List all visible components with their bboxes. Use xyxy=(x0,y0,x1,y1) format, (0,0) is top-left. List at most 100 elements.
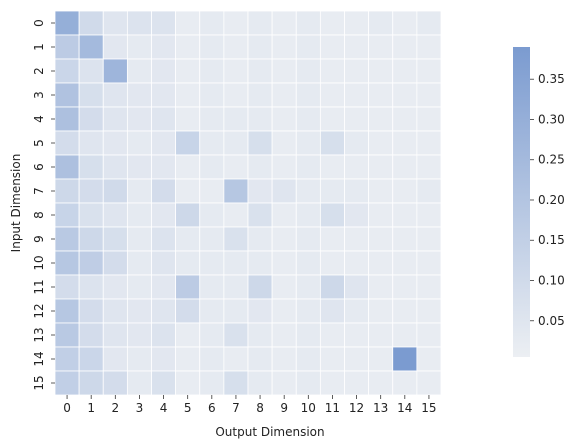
heatmap-cell xyxy=(392,250,418,276)
heatmap-cell xyxy=(102,178,128,204)
heatmap-cell xyxy=(271,106,297,132)
heatmap-cell xyxy=(247,34,273,60)
heatmap-cell xyxy=(416,154,442,180)
heatmap-cell xyxy=(271,346,297,372)
heatmap-cell xyxy=(392,346,418,372)
heatmap-cell xyxy=(319,370,345,396)
x-tick-label: 13 xyxy=(373,401,388,415)
heatmap-cell xyxy=(392,130,418,156)
heatmap-cell xyxy=(175,298,201,324)
heatmap-cell xyxy=(247,226,273,252)
heatmap-cell xyxy=(54,34,80,60)
heatmap-cell xyxy=(78,58,104,84)
heatmap-cell xyxy=(199,130,225,156)
heatmap-cell xyxy=(126,202,152,228)
heatmap-cell xyxy=(78,370,104,396)
colorbar-tick-label: 0.10 xyxy=(538,274,565,288)
heatmap-cell xyxy=(392,34,418,60)
heatmap-cell xyxy=(54,274,80,300)
heatmap-cell xyxy=(223,322,249,348)
heatmap-cell xyxy=(295,58,321,84)
heatmap-cell xyxy=(392,82,418,108)
heatmap-cell xyxy=(102,226,128,252)
heatmap-cell xyxy=(223,226,249,252)
heatmap-cell xyxy=(175,226,201,252)
heatmap-cell xyxy=(199,58,225,84)
heatmap-cell xyxy=(151,250,177,276)
y-tick-label: 5 xyxy=(32,139,46,147)
heatmap-cell xyxy=(271,58,297,84)
heatmap-cell xyxy=(416,274,442,300)
heatmap-cell xyxy=(199,370,225,396)
heatmap-cell xyxy=(247,58,273,84)
heatmap-cell xyxy=(271,10,297,36)
heatmap-cell xyxy=(151,370,177,396)
heatmap-cell xyxy=(416,58,442,84)
heatmap-cell xyxy=(78,10,104,36)
heatmap-cell xyxy=(54,250,80,276)
heatmap-cell xyxy=(271,322,297,348)
heatmap-cell xyxy=(54,10,80,36)
heatmap-cell xyxy=(319,154,345,180)
heatmap-cell xyxy=(126,178,152,204)
heatmap-cell xyxy=(368,298,394,324)
heatmap-cell xyxy=(368,226,394,252)
heatmap-cell xyxy=(416,10,442,36)
heatmap-cell xyxy=(368,202,394,228)
heatmap-cell xyxy=(271,154,297,180)
heatmap-cell xyxy=(54,130,80,156)
heatmap-cell xyxy=(199,226,225,252)
heatmap-cell xyxy=(223,58,249,84)
heatmap-cell xyxy=(416,226,442,252)
heatmap-cell xyxy=(54,202,80,228)
heatmap-cell xyxy=(247,322,273,348)
heatmap-cell xyxy=(368,130,394,156)
heatmap-cell xyxy=(199,10,225,36)
heatmap-cell xyxy=(247,106,273,132)
heatmap-cell xyxy=(126,274,152,300)
heatmap-cell xyxy=(78,82,104,108)
heatmap-cell xyxy=(416,106,442,132)
heatmap-cell xyxy=(247,10,273,36)
heatmap-cell xyxy=(199,250,225,276)
heatmap-cell xyxy=(344,346,370,372)
heatmap-cell xyxy=(319,82,345,108)
heatmap-cell xyxy=(368,82,394,108)
y-axis-label: Input Dimension xyxy=(9,154,23,253)
x-tick-label: 14 xyxy=(397,401,412,415)
heatmap-cell xyxy=(295,106,321,132)
heatmap-cell xyxy=(102,154,128,180)
heatmap-cell xyxy=(416,82,442,108)
heatmap-cell xyxy=(392,370,418,396)
colorbar-tick-label: 0.25 xyxy=(538,153,565,167)
heatmap-cell xyxy=(368,346,394,372)
heatmap-cell xyxy=(175,322,201,348)
heatmap-cell xyxy=(175,370,201,396)
y-tick-label: 1 xyxy=(32,43,46,51)
heatmap-cell xyxy=(102,130,128,156)
heatmap-cell xyxy=(175,154,201,180)
heatmap-cell xyxy=(223,106,249,132)
heatmap-cell xyxy=(223,346,249,372)
colorbar-tick-label: 0.20 xyxy=(538,193,565,207)
heatmap-cell xyxy=(54,346,80,372)
heatmap-cell xyxy=(247,274,273,300)
heatmap-cell xyxy=(199,82,225,108)
heatmap-cell xyxy=(223,154,249,180)
heatmap-cell xyxy=(175,34,201,60)
heatmap-cell xyxy=(199,346,225,372)
heatmap-cell xyxy=(126,10,152,36)
heatmap-cell xyxy=(78,274,104,300)
heatmap-cell xyxy=(319,10,345,36)
heatmap-cell xyxy=(271,274,297,300)
heatmap-cell xyxy=(126,34,152,60)
heatmap-cell xyxy=(271,250,297,276)
y-tick-label: 14 xyxy=(32,351,46,366)
heatmap-cell xyxy=(271,130,297,156)
heatmap-cell xyxy=(368,250,394,276)
y-tick-label: 2 xyxy=(32,67,46,75)
heatmap-cell xyxy=(319,274,345,300)
heatmap-cell xyxy=(368,154,394,180)
heatmap-cell xyxy=(54,226,80,252)
